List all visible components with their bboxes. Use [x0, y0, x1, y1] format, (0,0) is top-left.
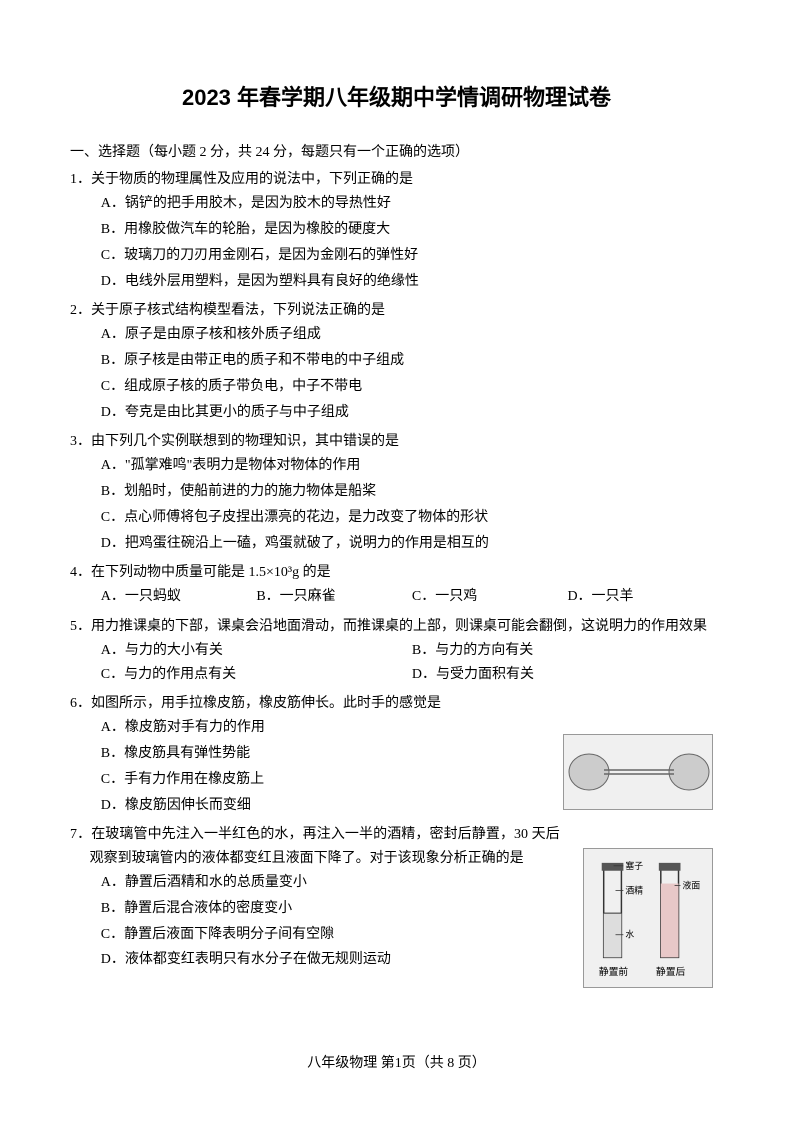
q1-stem: 1．关于物质的物理属性及应用的说法中，下列正确的是: [70, 168, 723, 192]
q4-option-a: A．一只蚂蚁: [101, 585, 257, 609]
q1-option-b: B．用橡胶做汽车的轮胎，是因为橡胶的硬度大: [101, 218, 723, 242]
question-3: 3．由下列几个实例联想到的物理知识，其中错误的是 A．"孤掌难鸣"表明力是物体对…: [70, 430, 723, 555]
q7-option-d: D．液体都变红表明只有水分子在做无规则运动: [101, 948, 495, 972]
page-footer: 八年级物理 第1页（共 8 页）: [0, 1052, 793, 1072]
question-5: 5．用力推课桌的下部，课桌会沿地面滑动，而推课桌的上部，则课桌可能会翻倒，这说明…: [70, 615, 723, 686]
q7-figure: 塞子 酒精 水 液面 静置前 静置后: [583, 848, 713, 988]
section-1-header: 一、选择题（每小题 2 分，共 24 分，每题只有一个正确的选项）: [70, 142, 723, 164]
q1-option-c: C．玻璃刀的刀刃用金刚石，是因为金刚石的弹性好: [101, 244, 723, 268]
q2-option-b: B．原子核是由带正电的质子和不带电的中子组成: [101, 349, 723, 373]
q2-option-c: C．组成原子核的质子带负电，中子不带电: [101, 375, 723, 399]
question-1: 1．关于物质的物理属性及应用的说法中，下列正确的是 A．锅铲的把手用胶木，是因为…: [70, 168, 723, 293]
test-tube-icon: 塞子 酒精 水 液面 静置前 静置后: [584, 849, 712, 987]
q7-stem: 7．在玻璃管中先注入一半红色的水，再注入一半的酒精，密封后静置，30 天后观察到…: [70, 823, 560, 871]
q6-option-d: D．橡皮筋因伸长而变细: [101, 794, 495, 818]
q3-option-a: A．"孤掌难鸣"表明力是物体对物体的作用: [101, 454, 723, 478]
q3-option-b: B．划船时，使船前进的力的施力物体是船桨: [101, 480, 723, 504]
q4-stem: 4．在下列动物中质量可能是 1.5×10³g 的是: [70, 561, 723, 585]
q1-option-a: A．锅铲的把手用胶木，是因为胶木的导热性好: [101, 192, 723, 216]
q6-option-a: A．橡皮筋对手有力的作用: [101, 716, 495, 740]
label-surface: 液面: [682, 879, 700, 890]
question-4: 4．在下列动物中质量可能是 1.5×10³g 的是 A．一只蚂蚁 B．一只麻雀 …: [70, 561, 723, 609]
q3-option-c: C．点心师傅将包子皮捏出漂亮的花边，是力改变了物体的形状: [101, 506, 723, 530]
label-alcohol: 酒精: [625, 884, 643, 895]
label-water: 水: [625, 929, 634, 940]
q2-option-a: A．原子是由原子核和核外质子组成: [101, 323, 723, 347]
q6-stem: 6．如图所示，用手拉橡皮筋，橡皮筋伸长。此时手的感觉是: [70, 692, 723, 716]
label-after: 静置后: [656, 965, 686, 978]
q4-option-b: B．一只麻雀: [256, 585, 412, 609]
q5-option-a: A．与力的大小有关: [101, 639, 412, 663]
q5-option-d: D．与受力面积有关: [412, 663, 723, 687]
exam-title: 2023 年春学期八年级期中学情调研物理试卷: [70, 80, 723, 112]
q3-option-d: D．把鸡蛋往碗沿上一磕，鸡蛋就破了，说明力的作用是相互的: [101, 532, 723, 556]
q6-option-c: C．手有力作用在橡皮筋上: [101, 768, 495, 792]
question-2: 2．关于原子核式结构模型看法，下列说法正确的是 A．原子是由原子核和核外质子组成…: [70, 299, 723, 424]
q7-option-a: A．静置后酒精和水的总质量变小: [101, 871, 495, 895]
q1-option-d: D．电线外层用塑料，是因为塑料具有良好的绝缘性: [101, 270, 723, 294]
q4-option-d: D．一只羊: [567, 585, 723, 609]
q6-figure: [563, 734, 713, 810]
q7-option-b: B．静置后混合液体的密度变小: [101, 897, 495, 921]
q6-option-b: B．橡皮筋具有弹性势能: [101, 742, 495, 766]
rubber-band-icon: [564, 734, 712, 810]
q2-option-d: D．夸克是由比其更小的质子与中子组成: [101, 401, 723, 425]
q2-stem: 2．关于原子核式结构模型看法，下列说法正确的是: [70, 299, 723, 323]
q5-option-c: C．与力的作用点有关: [101, 663, 412, 687]
q4-option-c: C．一只鸡: [412, 585, 568, 609]
q5-option-b: B．与力的方向有关: [412, 639, 723, 663]
label-stopper: 塞子: [625, 860, 643, 871]
q3-stem: 3．由下列几个实例联想到的物理知识，其中错误的是: [70, 430, 723, 454]
label-before: 静置前: [599, 965, 629, 978]
q7-option-c: C．静置后液面下降表明分子间有空隙: [101, 923, 495, 947]
q5-stem: 5．用力推课桌的下部，课桌会沿地面滑动，而推课桌的上部，则课桌可能会翻倒，这说明…: [70, 615, 723, 639]
